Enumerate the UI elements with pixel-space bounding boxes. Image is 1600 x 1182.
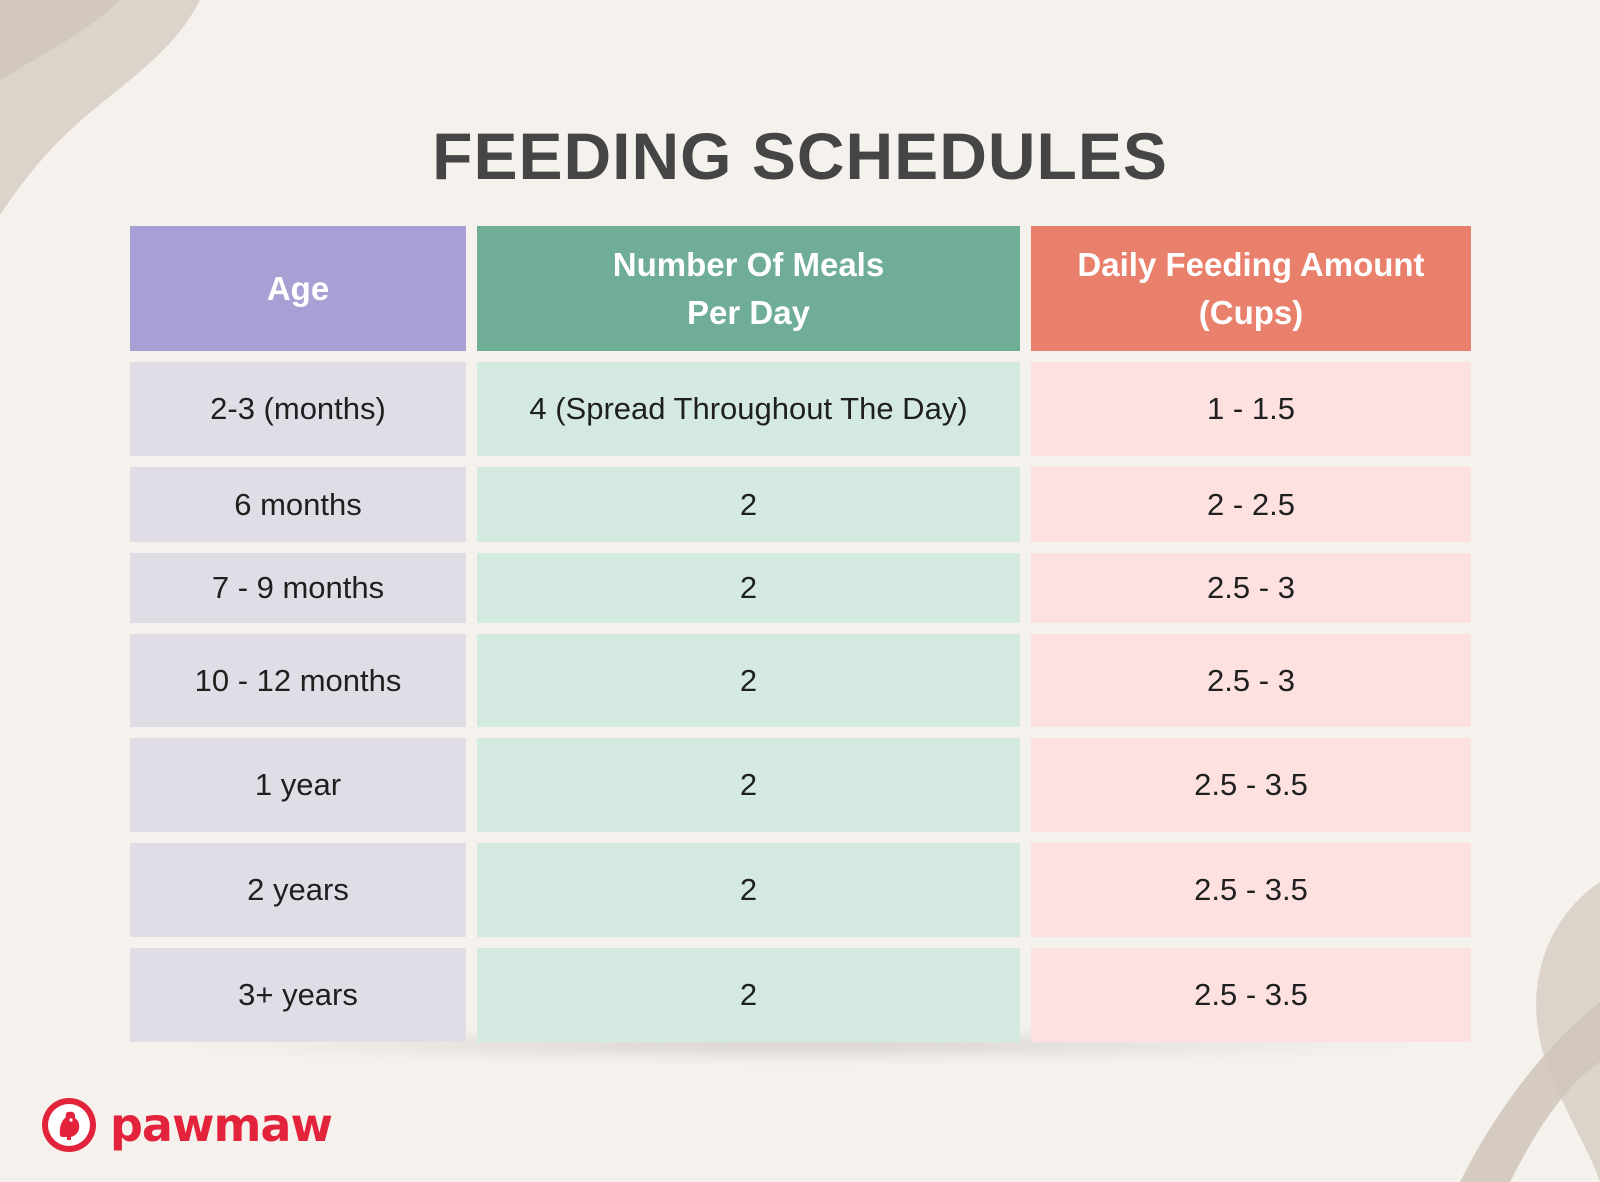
table-header-row: Age Number Of Meals Per Day Daily Feedin… — [130, 226, 1471, 351]
age-cell: 3+ years — [130, 948, 466, 1042]
header-meals-per-day: Number Of Meals Per Day — [477, 226, 1020, 351]
table-row: 3+ years 2 2.5 - 3.5 — [130, 948, 1471, 1042]
table-row: 6 months 2 2 - 2.5 — [130, 467, 1471, 542]
age-cell: 7 - 9 months — [130, 553, 466, 623]
meals-cell: 2 — [477, 634, 1020, 727]
pawmaw-dog-logo-icon — [42, 1098, 96, 1152]
age-cell: 2-3 (months) — [130, 362, 466, 456]
amount-cell: 2 - 2.5 — [1031, 467, 1471, 542]
age-cell: 2 years — [130, 843, 466, 937]
age-cell: 10 - 12 months — [130, 634, 466, 727]
table-row: 7 - 9 months 2 2.5 - 3 — [130, 553, 1471, 623]
brand-name: pawmaw — [110, 1098, 333, 1152]
meals-cell: 2 — [477, 843, 1020, 937]
amount-cell: 2.5 - 3.5 — [1031, 948, 1471, 1042]
page-title: FEEDING SCHEDULES — [432, 119, 1168, 193]
feeding-schedule-table: Age Number Of Meals Per Day Daily Feedin… — [130, 226, 1471, 1053]
table-row: 1 year 2 2.5 - 3.5 — [130, 738, 1471, 832]
amount-cell: 2.5 - 3.5 — [1031, 843, 1471, 937]
meals-cell: 2 — [477, 948, 1020, 1042]
amount-cell: 2.5 - 3 — [1031, 553, 1471, 623]
amount-cell: 1 - 1.5 — [1031, 362, 1471, 456]
header-age: Age — [130, 226, 466, 351]
table-row: 2-3 (months) 4 (Spread Throughout The Da… — [130, 362, 1471, 456]
meals-cell: 2 — [477, 467, 1020, 542]
decorative-brush-stroke-top-left — [0, 0, 200, 215]
age-cell: 1 year — [130, 738, 466, 832]
table-row: 10 - 12 months 2 2.5 - 3 — [130, 634, 1471, 727]
header-daily-amount: Daily Feeding Amount (Cups) — [1031, 226, 1471, 351]
amount-cell: 2.5 - 3.5 — [1031, 738, 1471, 832]
age-cell: 6 months — [130, 467, 466, 542]
table-row: 2 years 2 2.5 - 3.5 — [130, 843, 1471, 937]
amount-cell: 2.5 - 3 — [1031, 634, 1471, 727]
meals-cell: 2 — [477, 553, 1020, 623]
pawmaw-logo: pawmaw — [40, 1096, 333, 1154]
meals-cell: 2 — [477, 738, 1020, 832]
meals-cell: 4 (Spread Throughout The Day) — [477, 362, 1020, 456]
